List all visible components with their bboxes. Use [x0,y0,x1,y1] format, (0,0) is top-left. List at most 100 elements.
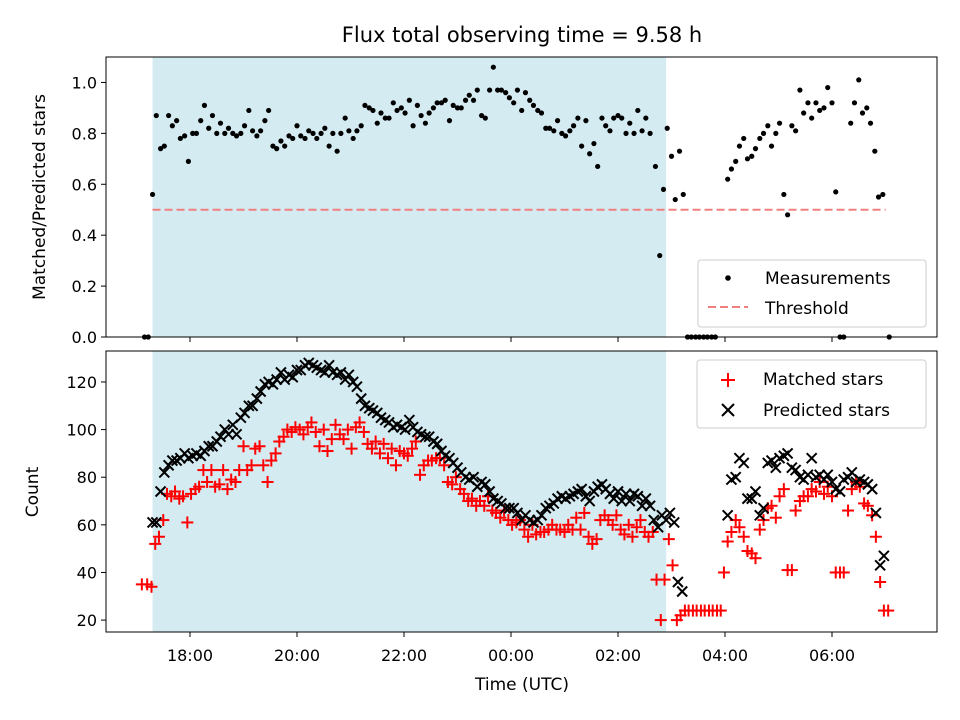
measurement-point [546,125,553,131]
matched-star-point [874,575,887,588]
matched-star-point [465,492,478,505]
matched-star-point [714,604,727,617]
measurement-point [482,115,488,121]
predicted-star-point [254,385,267,398]
measurement-point [817,107,823,114]
predicted-star-point [770,461,782,474]
matched-star-point [662,533,675,546]
predicted-star-point [251,392,263,405]
matched-star-point [265,454,278,467]
matched-star-point [789,504,802,517]
measurement-point [859,110,866,116]
measurement-point [643,115,649,121]
matched-star-point [817,487,830,500]
measurement-point [198,118,204,124]
predicted-star-point [834,485,846,498]
matched-star-point [377,437,390,450]
measurement-point [805,100,811,106]
top-axes-frame [105,56,938,338]
matched-star-point [654,614,667,627]
matched-star-point [837,566,850,579]
measurement-point [801,110,807,116]
matched-star-point [297,428,310,441]
bottom-y-tick-label: 20 [77,611,97,630]
matched-star-point [269,447,282,460]
predicted-star-point [431,438,443,450]
matched-star-point [152,530,165,543]
predicted-star-point [158,466,171,479]
measurement-point [813,100,819,106]
predicted-star-point [624,495,636,507]
predicted-star-point [632,490,644,502]
matched-star-point [522,530,535,543]
predicted-star-point [866,483,878,495]
measurement-point [757,135,763,142]
matched-star-point [177,490,190,503]
measurement-point [270,143,276,149]
matched-star-point [882,604,895,617]
measurement-point [358,123,364,129]
matched-star-point [606,518,619,531]
predicted-star-point [826,476,838,488]
chart-title: Flux total observing time = 9.58 h [342,23,702,47]
matched-star-point [861,499,874,512]
measurement-point [450,102,456,108]
matched-star-point [181,516,194,529]
predicted-star-point [154,485,167,498]
matched-star-point [570,511,583,524]
measurement-point [350,135,356,142]
predicted-star-point [230,428,243,441]
measurement-point [206,125,212,131]
measurement-point [478,112,485,119]
predicted-star-point [323,359,335,371]
matched-star-point [769,511,782,524]
predicted-star-point [335,366,347,379]
matched-star-point [582,530,595,543]
measurement-point [789,123,795,129]
matched-star-point [373,447,386,460]
measurement-point [595,163,601,170]
measurement-point [672,196,678,203]
measurement-point [438,100,445,106]
measurement-point [765,123,771,129]
bottom-y-tick-label: 40 [77,563,97,582]
measurement-point [302,135,308,142]
measurement-point [458,105,464,111]
matched-star-point [765,499,778,512]
matched-star-point [217,464,230,477]
measurement-point [752,146,759,152]
measurement-point [362,102,368,108]
bottom-x-tick-label: 06:00 [809,646,855,665]
predicted-star-point [672,576,684,588]
measurement-point [282,143,288,149]
measurement-point [238,130,244,136]
measurement-point [334,148,340,154]
measurement-point [430,105,437,111]
predicted-star-point [874,559,886,572]
measurement-point [225,125,232,131]
measurement-point [310,130,316,136]
measurement-point [346,128,352,134]
matched-star-point [733,521,746,534]
matched-star-point [737,530,750,543]
predicted-star-point [166,454,179,467]
bottom-y-tick-label: 60 [77,516,97,535]
matched-star-point [321,445,334,458]
measurement-point [829,100,835,106]
measurement-point [591,140,597,147]
measurement-point [676,148,683,154]
matched-star-point [622,518,635,531]
measurement-point [209,112,216,119]
matched-star-point [574,523,587,536]
predicted-star-point [355,392,367,405]
measurement-point [543,125,549,131]
measurement-point [306,128,312,134]
measurement-point [749,153,755,159]
bottom-x-tick-label: 18:00 [167,646,213,665]
measurement-point [833,189,839,195]
x-axis-label: Time (UTC) [474,675,569,695]
predicted-star-point [749,485,762,498]
matched-star-point [721,535,734,548]
measurement-point [338,130,344,136]
measurement-point [414,102,420,108]
